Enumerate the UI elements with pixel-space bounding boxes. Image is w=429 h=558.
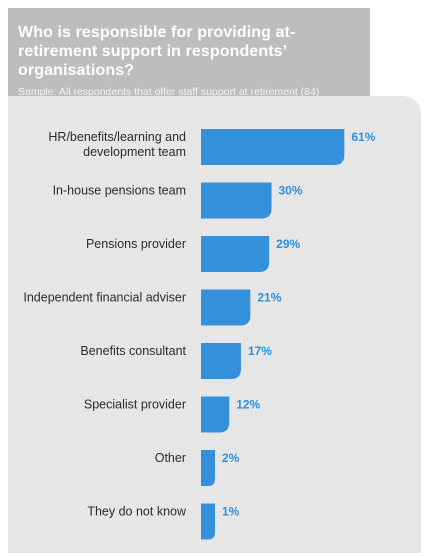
bar-chart: 61% HR/benefits/learning and development t…	[23, 129, 376, 540]
bar-4	[201, 289, 251, 326]
bar-6	[201, 396, 230, 433]
chart-header: Who is responsible for providing at-reti…	[8, 8, 370, 98]
chart-panel: 61% HR/benefits/learning and development t…	[8, 96, 421, 553]
category-label-2: In-house pensions team	[53, 184, 186, 198]
bar-1	[201, 129, 345, 165]
category-label-8: They do not know	[87, 505, 187, 519]
value-label-2: 30%	[279, 184, 303, 198]
chart-title: Who is responsible for providing at-reti…	[18, 24, 296, 79]
bar-5	[201, 343, 241, 379]
category-label-6: Specialist provider	[84, 398, 186, 412]
bar-2	[201, 182, 272, 219]
chart-subtitle: Sample: All respondents that offer staff…	[18, 86, 320, 98]
value-label-8: 1%	[222, 505, 240, 519]
category-label-1: HR/benefits/learning and development team	[48, 130, 186, 159]
category-label-7: Other	[155, 451, 186, 465]
category-label-4: Independent financial adviser	[23, 291, 186, 305]
value-label-4: 21%	[257, 291, 281, 305]
value-label-5: 17%	[248, 344, 272, 358]
value-label-1: 61%	[351, 130, 375, 144]
bar-3	[201, 236, 270, 272]
bar-7	[201, 450, 215, 486]
value-label-7: 2%	[222, 451, 240, 465]
category-label-5: Benefits consultant	[80, 344, 186, 358]
value-label-6: 12%	[236, 398, 260, 412]
bar-8	[201, 503, 215, 540]
value-label-3: 29%	[276, 237, 300, 251]
category-label-3: Pensions provider	[86, 237, 186, 251]
